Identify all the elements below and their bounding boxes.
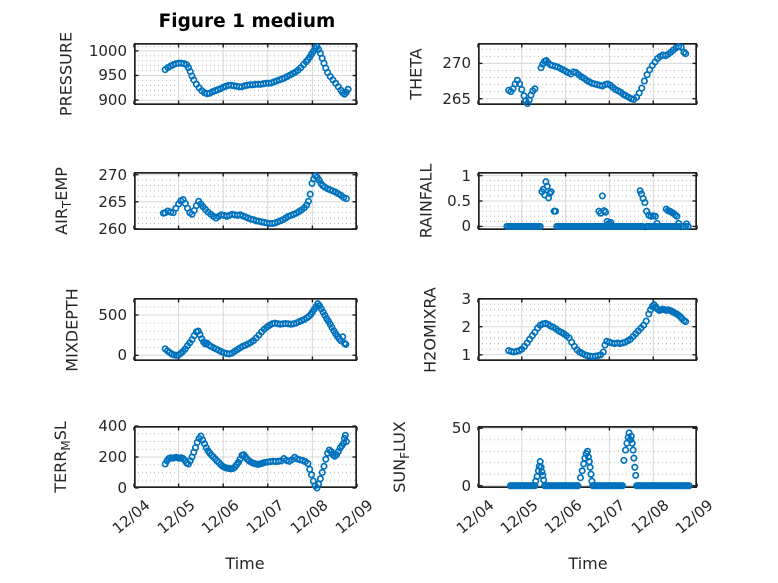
y-tick-label: 1 [461,166,471,185]
y-axis-label-theta: THETA [406,48,426,100]
scatter-series-theta [505,42,690,108]
y-axis-label-mixdepth: MIXDEPTH [62,287,82,372]
plot-air_temp [133,172,358,230]
y-axis-label-h2omixra: H2OMIXRA [420,286,440,373]
y-tick-label: 950 [98,66,127,85]
y-tick-label: 2 [461,317,471,336]
y-tick-label: 50 [451,419,471,438]
y-tick-label: 0 [117,479,127,497]
y-tick-label: 200 [98,448,127,466]
y-tick-label: 265 [442,89,471,108]
scatter-series-h2omixra [505,301,690,361]
y-axis-label-air_temp: AIRTEMP [52,167,74,235]
scatter-series-sun_flux [506,429,693,490]
y-tick-label: 1000 [88,41,127,60]
plot-terr_msl [133,425,358,492]
y-tick-label: 265 [98,192,127,211]
plot-theta [477,42,698,108]
y-tick-label: 3 [461,289,471,308]
y-tick-label: 270 [98,165,127,184]
plot-pressure [133,43,358,105]
plot-mixdepth [133,298,358,361]
y-tick-label: 0 [461,217,471,236]
plot-sun_flux [477,426,698,490]
scatter-series-air_temp [159,172,350,228]
y-tick-label: 0 [117,346,127,365]
y-tick-label: 400 [98,417,127,435]
y-axis-label-terr_msl: TERRMSL [51,421,73,493]
y-axis-label-pressure: PRESSURE [56,31,76,117]
y-tick-label: 260 [98,219,127,238]
x-axis-label-left: Time [225,554,265,573]
x-axis-label-right: Time [568,554,608,573]
plot-rainfall [477,172,698,230]
y-axis-label-rainfall: RAINFALL [416,163,436,239]
plot-h2omixra [477,297,698,361]
figure-title: Figure 1 medium [158,11,336,32]
y-tick-label: 1 [461,345,471,364]
scatter-series-mixdepth [161,300,350,359]
y-tick-label: 900 [98,91,127,110]
y-tick-label: 0 [461,476,471,495]
y-axis-label-sun_flux: SUNFLUX [390,421,412,493]
scatter-series-terr_msl [161,431,350,492]
y-tick-label: 500 [98,305,127,324]
scatter-series-pressure [161,43,352,98]
scatter-series-rainfall [503,178,692,230]
y-tick-label: 0.5 [447,192,471,210]
y-tick-label: 270 [442,54,471,73]
